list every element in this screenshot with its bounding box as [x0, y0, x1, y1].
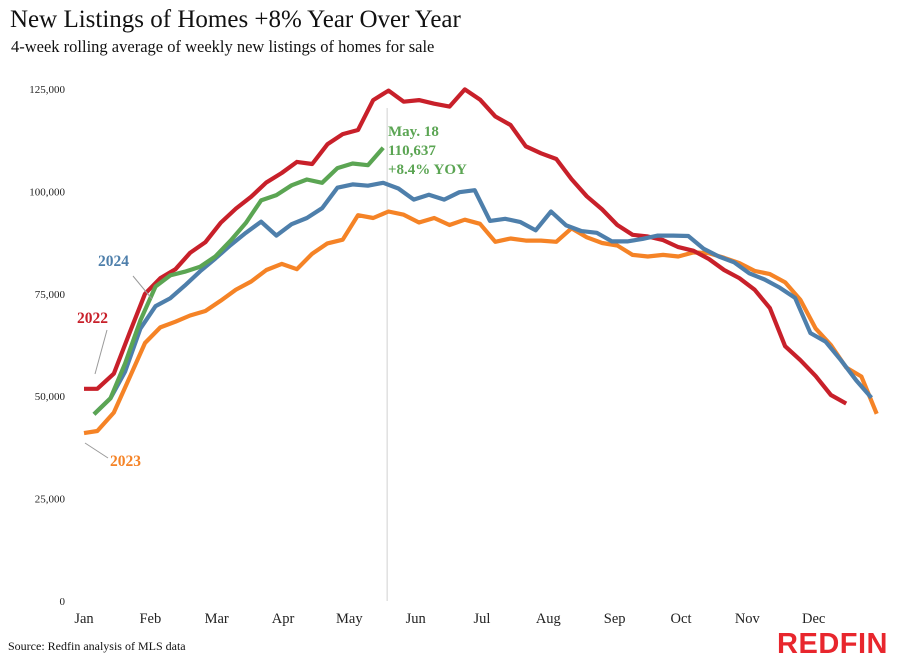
y-tick-label-75000: 75,000 [35, 289, 66, 301]
x-tick-label-aug: Aug [536, 611, 561, 627]
leader-line-2022 [94, 329, 108, 375]
x-tick-label-dec: Dec [802, 611, 825, 627]
series-label-2023: 2023 [110, 453, 141, 470]
x-tick-label-feb: Feb [139, 611, 161, 627]
y-axis: 0 25,000 50,000 75,000 100,000 125,000 [29, 84, 65, 608]
source-note: Source: Redfin analysis of MLS data [8, 639, 186, 653]
series-line-2023 [83, 209, 879, 436]
latest-value-annotation: May. 18 110,637 +8.4% YOY [388, 124, 467, 178]
y-tick-label-125000: 125,000 [29, 84, 65, 96]
x-tick-label-jun: Jun [406, 611, 427, 627]
leader-line-2023 [84, 442, 109, 459]
y-tick-label-0: 0 [60, 596, 66, 608]
series-line-2024-year-to-date [92, 146, 385, 416]
series-labels: 2022 2024 2023 [77, 253, 153, 470]
leader-line-2024 [132, 275, 153, 300]
x-tick-label-mar: Mar [205, 611, 229, 627]
series-line-2024 [92, 180, 873, 416]
x-tick-label-sep: Sep [604, 611, 626, 627]
x-tick-label-may: May [336, 611, 363, 627]
x-tick-label-nov: Nov [735, 611, 761, 627]
x-tick-label-apr: Apr [272, 611, 295, 627]
chart-title: New Listings of Homes +8% Year Over Year [10, 6, 461, 33]
series-label-2024: 2024 [98, 253, 129, 270]
annotation-line-1: May. 18 [388, 124, 439, 140]
x-tick-label-oct: Oct [671, 611, 692, 627]
x-axis: Jan Feb Mar Apr May Jun Jul Aug Sep Oct Nov Dec [74, 611, 825, 627]
y-tick-label-50000: 50,000 [35, 391, 66, 403]
series-line-2022 [84, 87, 848, 406]
y-tick-label-100000: 100,000 [29, 186, 65, 198]
x-tick-label-jan: Jan [74, 611, 94, 627]
redfin-logo: REDFIN [777, 628, 888, 660]
x-tick-label-jul: Jul [474, 611, 491, 627]
annotation-line-2: 110,637 [388, 143, 436, 159]
y-tick-label-25000: 25,000 [35, 494, 66, 506]
series-lines [83, 87, 879, 436]
chart-subtitle: 4-week rolling average of weekly new lis… [11, 37, 435, 56]
series-label-2022: 2022 [77, 310, 108, 327]
annotation-line-3: +8.4% YOY [388, 162, 467, 178]
